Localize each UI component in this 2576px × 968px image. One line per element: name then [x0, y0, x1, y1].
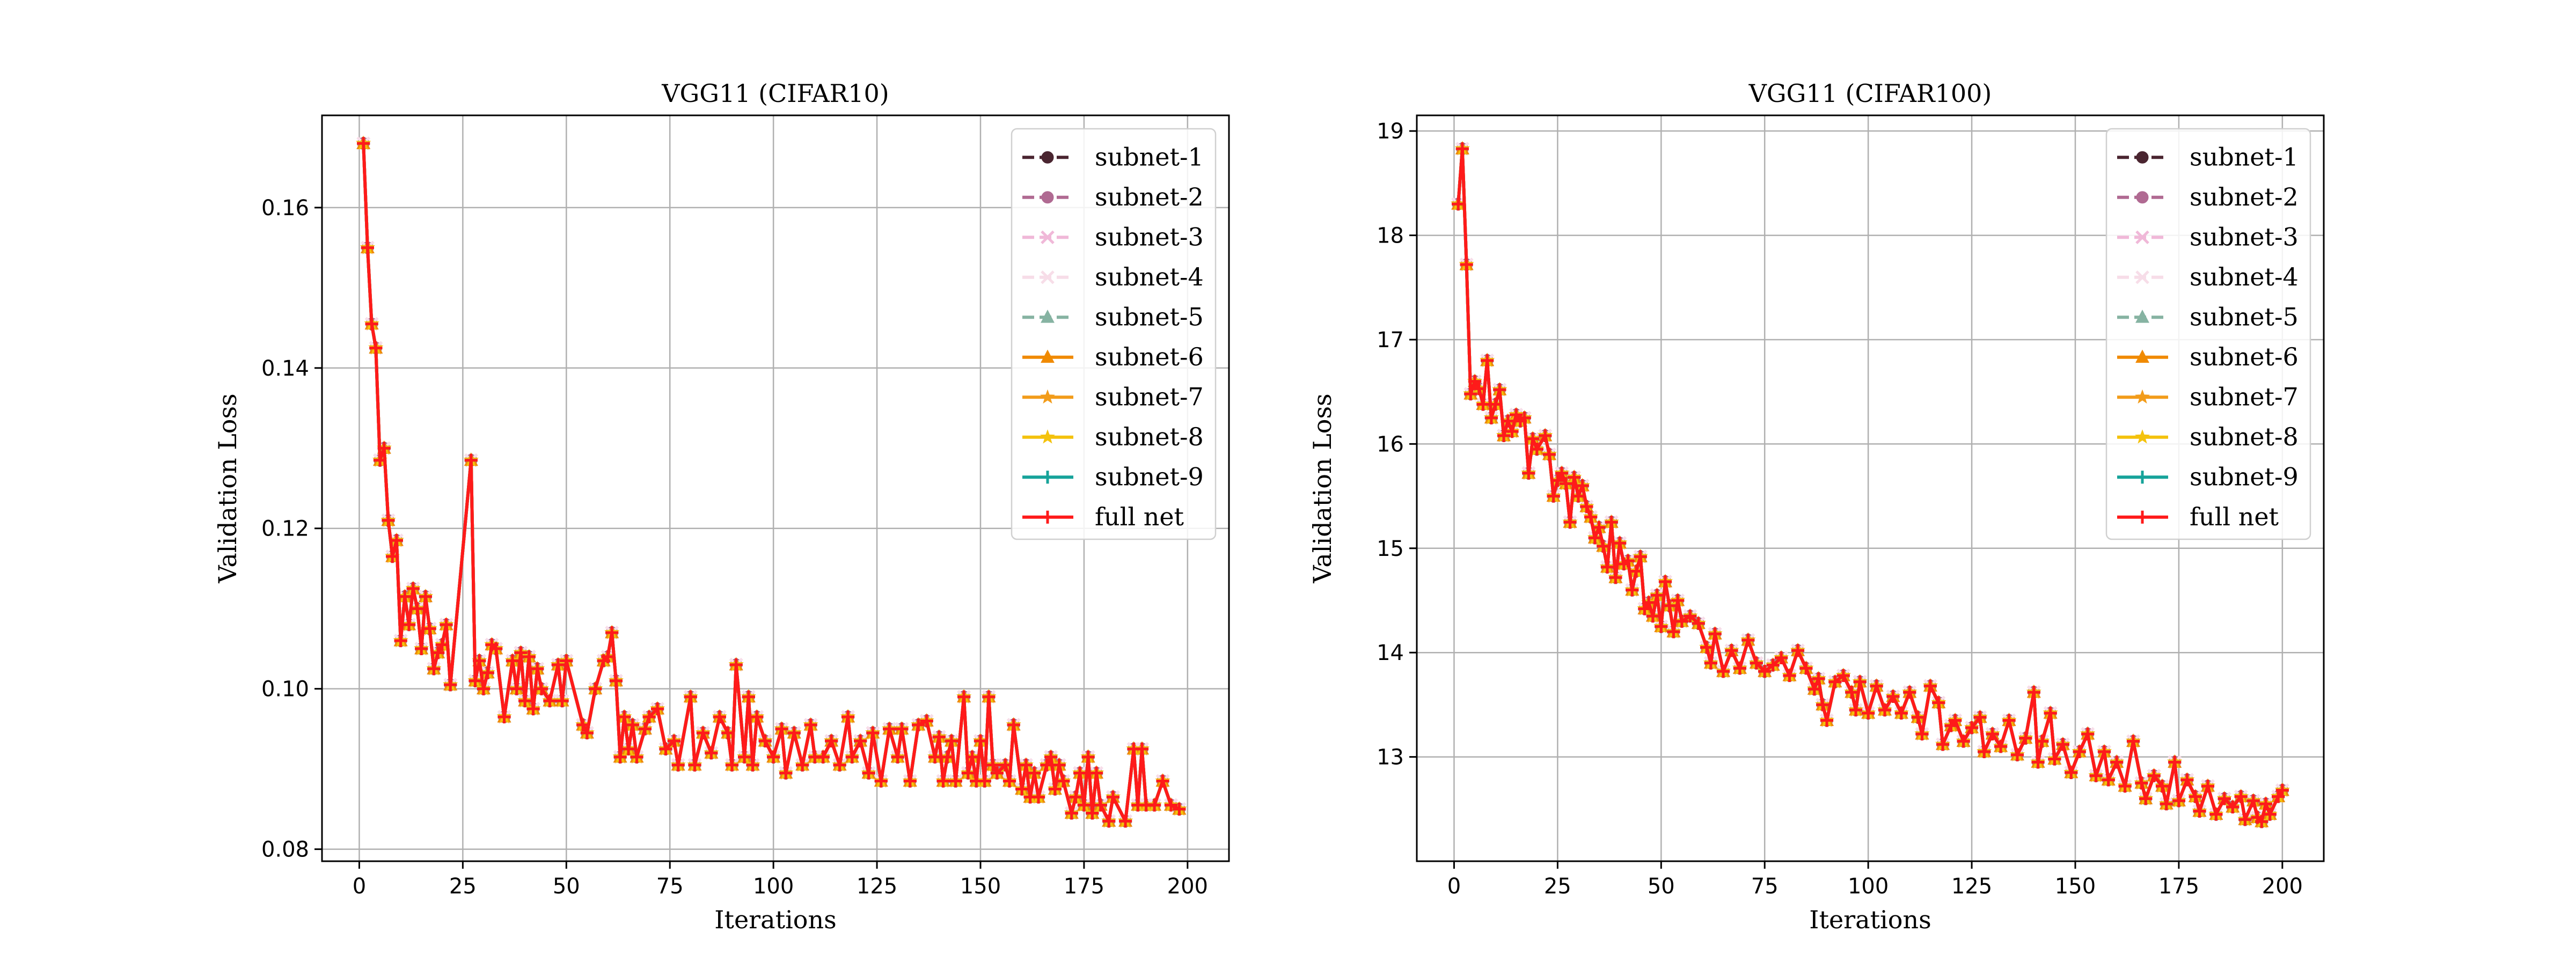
legend-swatch-marker	[1042, 151, 1053, 163]
y-tick-label: 0.16	[261, 196, 309, 221]
legend-label: subnet-2	[1095, 182, 1204, 211]
legend: subnet-1 subnet-2 subnet-3 subnet-4 subnet-5…	[1012, 129, 1216, 539]
x-tick-label: 75	[656, 874, 684, 899]
y-tick-label: 0.08	[261, 838, 309, 862]
legend-label: subnet-5	[1095, 302, 1204, 331]
x-tick-label: 0	[353, 874, 366, 899]
legend-label: full net	[1095, 502, 1184, 531]
y-tick-label: 0.12	[261, 517, 309, 541]
legend-label: subnet-6	[1095, 342, 1204, 371]
x-tick-label: 150	[960, 874, 1001, 899]
x-tick-label: 25	[449, 874, 477, 899]
legend-label: subnet-3	[1095, 222, 1204, 251]
x-tick-label: 125	[857, 874, 897, 899]
chart-title: VGG11 (CIFAR10)	[661, 79, 889, 108]
legend-label: subnet-8	[1095, 422, 1204, 451]
y-tick-label: 0.10	[261, 677, 309, 702]
legend-label: subnet-7	[1095, 382, 1204, 411]
legend-label: subnet-4	[1095, 262, 1204, 291]
x-tick-label: 200	[1167, 874, 1208, 899]
legend-label: subnet-9	[1095, 462, 1204, 491]
x-tick-label: 100	[753, 874, 794, 899]
x-tick-label: 50	[553, 874, 580, 899]
x-tick-label: 175	[1064, 874, 1104, 899]
legend-swatch-marker	[1042, 192, 1053, 203]
panel-1: 0 25 50 75 100 125 150 175 200 0.08 0.10 0.12 0.14 0.…	[213, 79, 1229, 934]
y-axis-label: Validation Loss	[213, 393, 242, 583]
legend-label: subnet-1	[1095, 142, 1204, 171]
y-tick-label: 0.14	[261, 356, 309, 381]
x-axis-label: Iterations	[714, 905, 836, 934]
